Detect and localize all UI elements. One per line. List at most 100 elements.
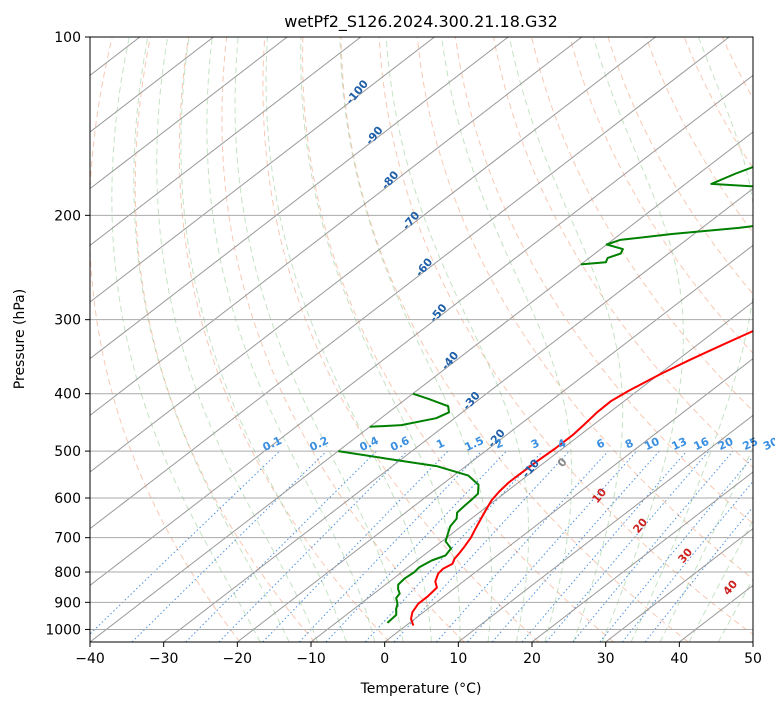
- background-lines: [90, 37, 775, 642]
- moist-adiabat-line: [180, 37, 347, 642]
- plot-frame: [89, 36, 754, 643]
- isotherm-line: [90, 37, 288, 190]
- isotherm-label: -50: [427, 301, 450, 325]
- x-axis-label: Temperature (°C): [360, 681, 482, 697]
- chart-title: wetPf2_S126.2024.300.21.18.G32: [284, 12, 558, 32]
- y-tick-label: 600: [54, 491, 81, 507]
- y-tick-label: 400: [54, 387, 81, 403]
- y-tick-label: 800: [54, 565, 81, 581]
- moist-adiabat-label: 30: [675, 545, 695, 565]
- isotherm-line: [163, 188, 753, 642]
- mixing-ratio-label: 6: [594, 436, 607, 451]
- isotherm-label: -90: [363, 124, 386, 148]
- series-layer: [338, 165, 753, 626]
- isotherm-line: [752, 641, 753, 642]
- moist-adiabat-line: [592, 37, 684, 642]
- isotherm-line: [384, 358, 753, 642]
- dry-adiabat-line: [90, 37, 241, 642]
- series-line-0: [410, 329, 753, 626]
- isotherm-line: [90, 37, 509, 360]
- mixing-ratio-line: [298, 450, 483, 642]
- moist-adiabat-line: [441, 37, 573, 642]
- dry-adiabat-line: [378, 37, 753, 636]
- mixing-ratio-label: 10: [642, 435, 662, 453]
- dry-adiabat-line: [454, 37, 753, 525]
- mixing-ratio-line: [599, 456, 753, 642]
- isotherm-label: -80: [379, 168, 402, 192]
- dry-adiabat-line: [569, 37, 753, 355]
- mixing-ratio-line: [572, 450, 734, 642]
- isotherm-line: [531, 471, 753, 642]
- dry-adiabat-line: [221, 37, 465, 642]
- moist-adiabat-label: 40: [720, 577, 740, 597]
- isotherm-line: [0, 37, 66, 642]
- moist-adiabat-line: [133, 37, 290, 642]
- moist-adiabat-line: [659, 446, 753, 642]
- dry-adiabat-line: [134, 37, 316, 642]
- moist-adiabat-line: [508, 37, 624, 642]
- moist-adiabat-line: [385, 37, 530, 642]
- mixing-ratio-label: 1: [434, 436, 446, 451]
- isotherm-line: [90, 37, 362, 246]
- mixing-ratio-line: [90, 450, 281, 635]
- isotherm-line: [237, 244, 753, 642]
- x-tick-label: 10: [449, 651, 467, 667]
- moist-adiabat-line: [206, 37, 376, 642]
- isotherm-line: [90, 74, 753, 586]
- moist-adiabat-line: [717, 578, 753, 642]
- x-tick-label: −10: [296, 651, 326, 667]
- moist-adiabat-line: [339, 37, 493, 642]
- moist-adiabat-label: 0: [555, 455, 570, 469]
- dry-adiabat-line: [178, 37, 390, 642]
- dry-adiabat-line: [721, 37, 753, 100]
- mixing-ratio-line: [131, 450, 327, 642]
- moist-adiabat-line: [265, 37, 432, 642]
- mixing-ratio-line: [364, 450, 544, 642]
- isotherm-label: -100: [343, 77, 371, 107]
- moist-adiabat-line: [234, 37, 404, 642]
- y-axis-ticks: 100 200 300 400 500 600 700 800 900 1000: [45, 30, 90, 638]
- mixing-ratio-label: 25: [741, 435, 760, 453]
- isotherm-line: [310, 301, 753, 642]
- isotherm-line: [90, 37, 214, 133]
- mixing-ratio-line: [644, 506, 753, 642]
- x-tick-label: 0: [380, 651, 389, 667]
- mixing-ratio-line: [521, 450, 688, 642]
- isotherm-label: -30: [460, 389, 483, 413]
- dry-adiabat-line: [531, 37, 753, 412]
- y-tick-label: 500: [54, 444, 81, 460]
- x-axis-ticks: −40 −30 −20 −10 0 10 20 30 40 50: [75, 642, 762, 667]
- mixing-ratio-label: 8: [623, 436, 635, 451]
- x-tick-label: 40: [670, 651, 688, 667]
- moist-adiabat-label: 10: [589, 485, 609, 505]
- dry-adiabat-line: [645, 37, 753, 234]
- isotherm-label: -40: [439, 349, 462, 373]
- mixing-ratio-label: 4: [556, 436, 569, 451]
- x-tick-label: 20: [523, 651, 541, 667]
- mixing-ratio-line: [467, 450, 638, 642]
- mixing-ratio-label: 13: [670, 435, 689, 453]
- mixing-ratio-line: [621, 480, 753, 642]
- mixing-ratio-line: [393, 450, 570, 642]
- isotherm-label: -70: [400, 209, 423, 233]
- y-axis-label: Pressure (hPa): [12, 289, 28, 389]
- x-tick-label: −30: [149, 651, 179, 667]
- dry-adiabat-line: [760, 37, 775, 642]
- isotherm-line: [90, 37, 656, 473]
- y-tick-label: 300: [54, 313, 81, 329]
- moist-adiabat-line: [688, 519, 753, 642]
- dry-adiabat-line: [340, 37, 689, 642]
- x-tick-label: 50: [744, 651, 762, 667]
- mixing-ratio-line: [185, 450, 377, 642]
- isotherm-line: [458, 414, 753, 642]
- dry-adiabat-line: [416, 37, 753, 580]
- isotherm-line: [679, 584, 753, 642]
- moist-adiabat-line: [300, 37, 461, 642]
- mixing-ratio-line: [491, 450, 660, 642]
- mixing-ratio-line: [262, 450, 449, 642]
- mixing-ratio-label: 16: [692, 435, 712, 453]
- series-line-3: [580, 165, 753, 266]
- grid-lines: [0, 37, 753, 642]
